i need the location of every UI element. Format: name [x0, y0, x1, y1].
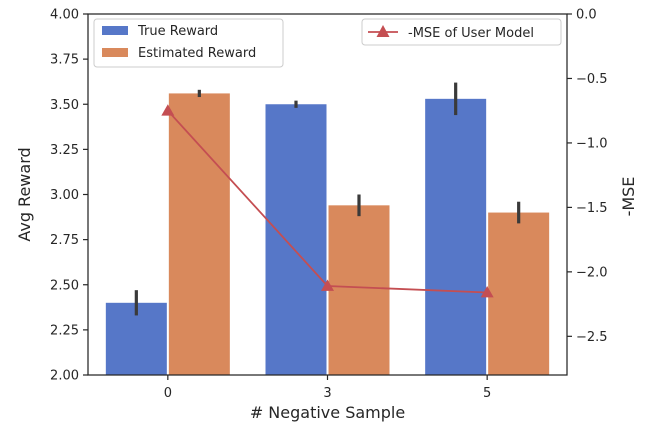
y-axis-label: Avg Reward: [15, 147, 34, 241]
bars-layer: [105, 93, 550, 376]
mse-marker-0: [161, 104, 175, 116]
mse-marker-5: [480, 285, 494, 298]
legend-right: -MSE of User Model: [361, 18, 562, 46]
legend-left-box: [93, 18, 284, 68]
left-tick-label-3.00: 3.00: [50, 188, 79, 203]
x-axis-label: # Negative Sample: [250, 403, 405, 422]
x-tick-label-0: 0: [164, 386, 172, 401]
bar-true-reward-3: [265, 104, 327, 375]
right-tick-label-−1.5: −1.5: [576, 201, 608, 216]
left-tick-label-3.50: 3.50: [50, 98, 79, 113]
error-bars-layer: [134, 82, 521, 316]
left-tick-label-2.75: 2.75: [50, 233, 79, 248]
bar-true-reward-5: [425, 98, 487, 376]
legend-label-mse: -MSE of User Model: [408, 26, 534, 41]
right-axis: 0.0 −0.5 −1.0 −1.5 −2.0 −2.5: [567, 8, 608, 345]
legend-swatch-true-reward: [102, 26, 128, 35]
right-tick-label-−1.0: −1.0: [576, 136, 608, 151]
left-tick-label-2.25: 2.25: [50, 323, 79, 338]
right-tick-label-−2.5: −2.5: [576, 330, 608, 345]
left-tick-label-4.00: 4.00: [50, 8, 79, 23]
right-tick-label-−0.5: −0.5: [576, 72, 608, 87]
right-tick-label-0.0: 0.0: [576, 8, 597, 23]
legend-label-true-reward: True Reward: [137, 24, 218, 39]
left-tick-label-3.75: 3.75: [50, 53, 79, 68]
bar-estimated-reward-3: [328, 205, 390, 375]
mse-line-layer: [161, 104, 494, 298]
legend-left: True Reward Estimated Reward: [93, 18, 284, 68]
x-tick-label-5: 5: [483, 386, 491, 401]
x-tick-label-3: 3: [323, 386, 331, 401]
left-tick-label-2.50: 2.50: [50, 278, 79, 293]
legend-label-estimated-reward: Estimated Reward: [138, 46, 256, 61]
right-tick-label-−2.0: −2.0: [576, 265, 608, 280]
legend-mse-marker: [376, 25, 390, 37]
left-tick-label-3.25: 3.25: [50, 143, 79, 158]
bar-estimated-reward-0: [168, 93, 230, 376]
legend-right-box: [361, 18, 562, 46]
bar-estimated-reward-5: [488, 212, 550, 375]
x-axis: 0 3 5: [164, 375, 491, 401]
legend-swatch-estimated-reward: [102, 48, 128, 57]
mse-marker-3: [321, 279, 334, 291]
secondary-y-axis-label: -MSE: [619, 177, 638, 217]
left-axis: 2.00 2.25 2.50 2.75 3.00 3.25 3.50 3.75 4.00: [50, 8, 88, 384]
left-tick-label-2.00: 2.00: [50, 369, 79, 384]
